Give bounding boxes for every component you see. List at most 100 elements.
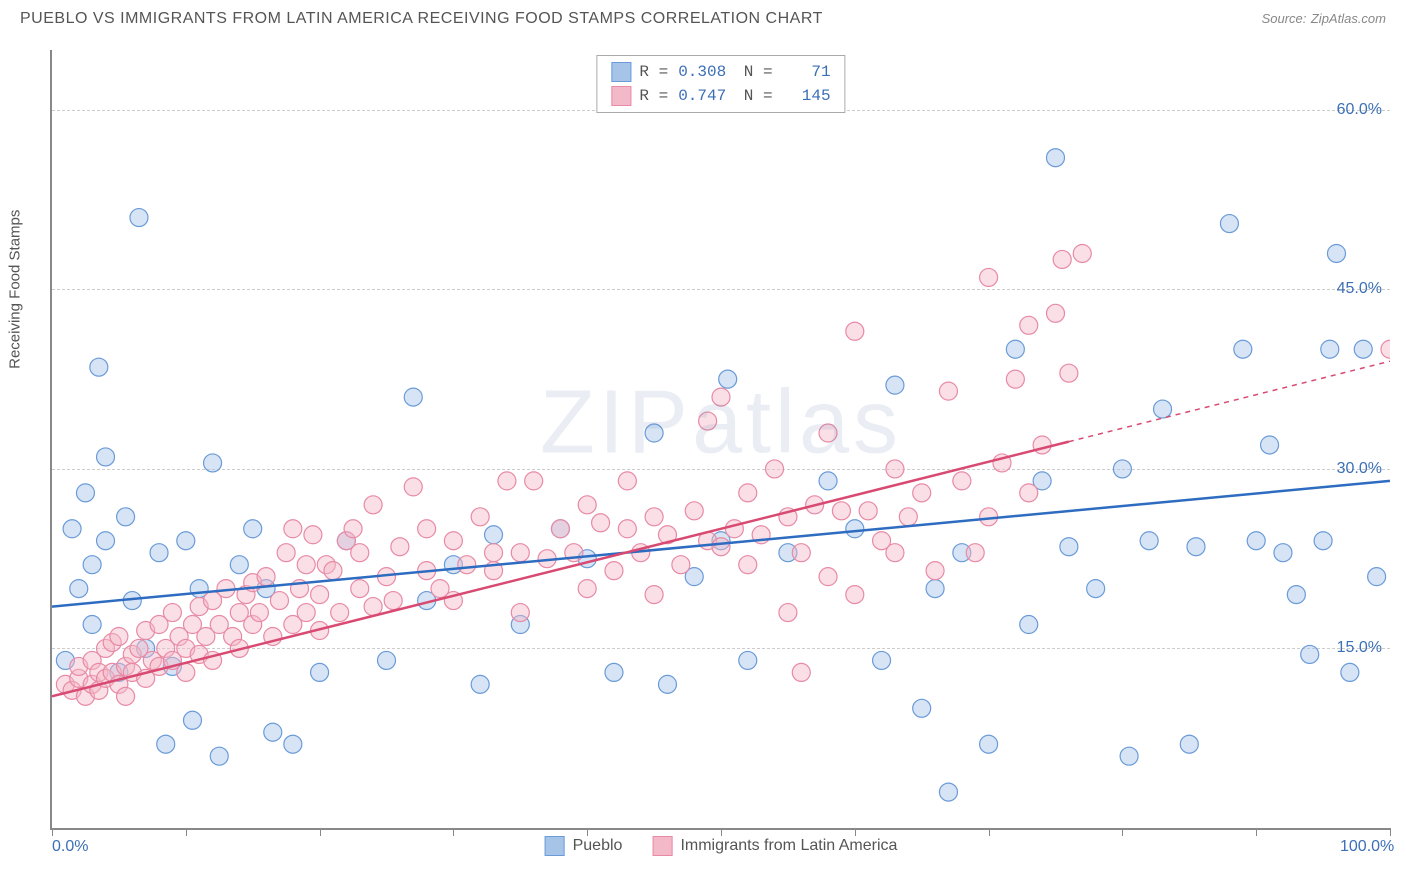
scatter-point xyxy=(277,544,295,562)
x-tick xyxy=(1390,828,1391,836)
scatter-point xyxy=(63,520,81,538)
scatter-point xyxy=(70,580,88,598)
legend-item-0: Pueblo xyxy=(545,836,623,856)
scatter-point xyxy=(1020,616,1038,634)
scatter-point xyxy=(886,376,904,394)
scatter-point xyxy=(739,651,757,669)
scatter-point xyxy=(257,568,275,586)
scatter-point xyxy=(1234,340,1252,358)
scatter-point xyxy=(618,472,636,490)
data-layer xyxy=(52,50,1390,828)
scatter-point xyxy=(618,520,636,538)
scatter-point xyxy=(270,592,288,610)
scatter-point xyxy=(1120,747,1138,765)
scatter-point xyxy=(1327,244,1345,262)
swatch-series-1 xyxy=(611,86,631,106)
scatter-point xyxy=(1187,538,1205,556)
scatter-point xyxy=(658,675,676,693)
scatter-point xyxy=(97,448,115,466)
scatter-point xyxy=(966,544,984,562)
scatter-point xyxy=(1274,544,1292,562)
scatter-point xyxy=(384,592,402,610)
scatter-point xyxy=(498,472,516,490)
scatter-point xyxy=(1060,364,1078,382)
x-tick xyxy=(855,828,856,836)
swatch-series-0 xyxy=(611,62,631,82)
scatter-point xyxy=(832,502,850,520)
swatch-bottom-0 xyxy=(545,836,565,856)
n-label: N = xyxy=(734,63,772,81)
scatter-point xyxy=(331,604,349,622)
x-tick xyxy=(989,828,990,836)
source-attribution: Source: ZipAtlas.com xyxy=(1262,10,1386,28)
swatch-bottom-1 xyxy=(652,836,672,856)
scatter-point xyxy=(886,460,904,478)
r-label: R = xyxy=(639,63,668,81)
r-label: R = xyxy=(639,87,668,105)
scatter-point xyxy=(1154,400,1172,418)
r-value-1: 0.747 xyxy=(676,87,726,105)
x-tick-label: 0.0% xyxy=(52,838,88,856)
scatter-point xyxy=(378,651,396,669)
scatter-point xyxy=(284,520,302,538)
n-value-1: 145 xyxy=(781,87,831,105)
scatter-point xyxy=(913,699,931,717)
n-label: N = xyxy=(734,87,772,105)
x-tick xyxy=(186,828,187,836)
scatter-point xyxy=(90,358,108,376)
scatter-point xyxy=(980,735,998,753)
scatter-point xyxy=(699,412,717,430)
scatter-point xyxy=(311,663,329,681)
scatter-point xyxy=(1006,340,1024,358)
scatter-point xyxy=(177,663,195,681)
scatter-point xyxy=(926,580,944,598)
scatter-point xyxy=(1113,460,1131,478)
scatter-point xyxy=(351,544,369,562)
scatter-point xyxy=(846,520,864,538)
trend-line-extrapolated xyxy=(1069,361,1390,441)
title-bar: PUEBLO VS IMMIGRANTS FROM LATIN AMERICA … xyxy=(0,0,1406,28)
source-label: Source: xyxy=(1262,11,1307,26)
scatter-point xyxy=(230,556,248,574)
scatter-point xyxy=(899,508,917,526)
scatter-point xyxy=(926,562,944,580)
scatter-point xyxy=(264,723,282,741)
scatter-point xyxy=(391,538,409,556)
scatter-point xyxy=(297,604,315,622)
scatter-point xyxy=(939,783,957,801)
scatter-point xyxy=(1140,532,1158,550)
scatter-point xyxy=(97,532,115,550)
scatter-point xyxy=(1220,215,1238,233)
legend-row-series-0: R = 0.308 N = 71 xyxy=(611,60,830,84)
scatter-point xyxy=(1314,532,1332,550)
scatter-point xyxy=(304,526,322,544)
scatter-point xyxy=(1354,340,1372,358)
scatter-point xyxy=(766,460,784,478)
legend-row-series-1: R = 0.747 N = 145 xyxy=(611,84,830,108)
scatter-point xyxy=(819,472,837,490)
y-axis-title: Receiving Food Stamps xyxy=(7,210,24,369)
scatter-point xyxy=(351,580,369,598)
scatter-point xyxy=(404,388,422,406)
scatter-point xyxy=(1247,532,1265,550)
scatter-point xyxy=(578,496,596,514)
scatter-point xyxy=(117,508,135,526)
scatter-point xyxy=(605,663,623,681)
x-tick xyxy=(721,828,722,836)
scatter-point xyxy=(244,520,262,538)
scatter-point xyxy=(846,322,864,340)
scatter-point xyxy=(204,454,222,472)
scatter-point xyxy=(592,514,610,532)
scatter-point xyxy=(712,388,730,406)
scatter-point xyxy=(525,472,543,490)
scatter-point xyxy=(110,627,128,645)
scatter-point xyxy=(1073,244,1091,262)
scatter-point xyxy=(1261,436,1279,454)
scatter-point xyxy=(551,520,569,538)
scatter-point xyxy=(117,687,135,705)
scatter-point xyxy=(980,268,998,286)
scatter-point xyxy=(685,502,703,520)
scatter-point xyxy=(953,472,971,490)
scatter-point xyxy=(364,496,382,514)
plot-container: Receiving Food Stamps ZIPatlas R = 0.308… xyxy=(50,50,1390,830)
